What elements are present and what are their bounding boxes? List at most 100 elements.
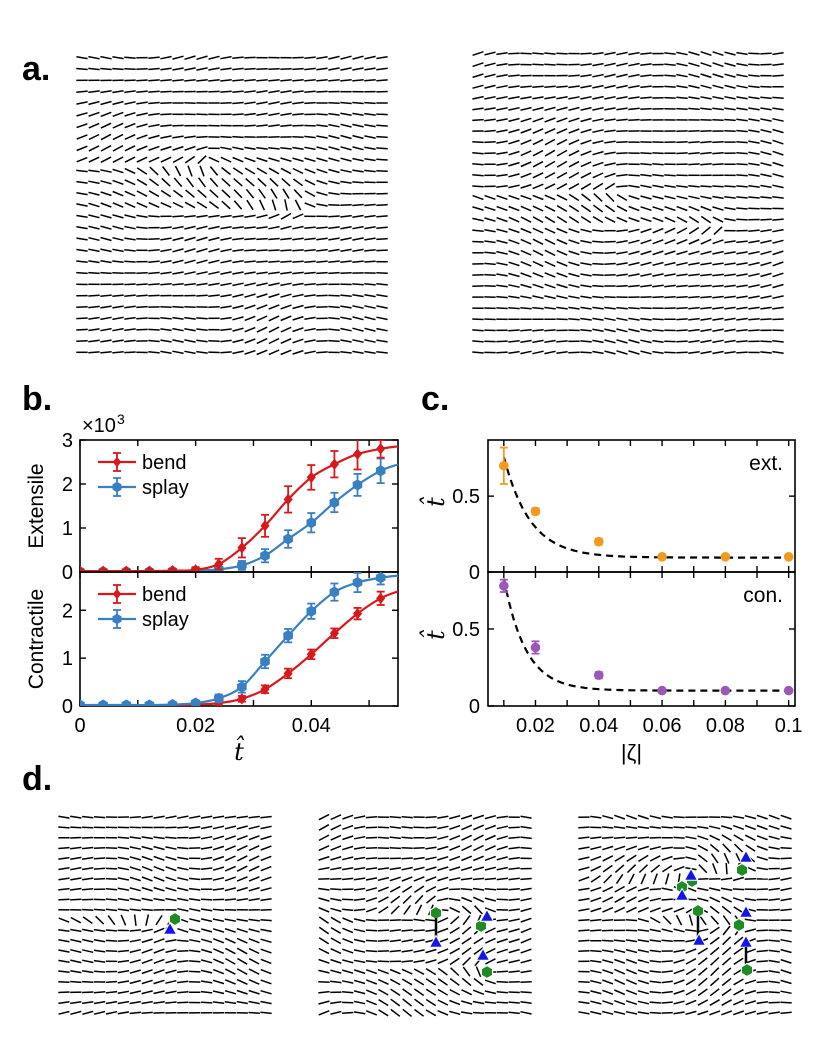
director-segment [578,939,590,942]
director-segment [340,157,352,162]
director-segment [340,101,352,105]
director-segment [328,55,340,60]
director-segment [244,282,256,287]
director-segment [544,183,556,190]
director-segment [148,283,160,286]
director-segment [100,133,112,141]
director-segment [520,306,532,310]
director-segment [590,875,601,883]
director-segment [580,273,592,277]
director-segment [496,216,508,223]
director-segment [508,272,520,278]
director-segment [220,214,232,218]
director-segment [330,824,342,831]
director-segment [141,845,153,851]
director-segment [260,815,272,819]
director-segment [390,895,401,904]
director-segment [756,845,768,851]
director-segment [520,907,532,913]
director-segment [664,195,676,200]
director-segment [70,815,82,819]
director-segment [496,835,508,841]
director-segment [722,843,732,853]
director-segment [748,250,760,255]
director-segment [637,990,649,995]
director-segment [172,189,184,198]
director-segment [129,969,141,974]
director-segment [673,907,685,913]
director-segment [236,825,248,830]
director-segment [232,67,244,71]
director-segment [82,815,94,819]
director-segment [390,905,400,915]
director-segment [685,826,697,829]
director-segment [602,969,614,975]
director-segment [124,156,136,163]
director-segment [568,160,580,168]
director-segment [340,237,352,241]
director-segment [160,350,172,355]
director-segment [508,184,520,189]
director-segment [603,874,613,884]
director-segment [220,339,232,343]
director-segment [93,1000,106,1005]
director-segment [268,78,280,82]
director-segment [508,96,520,100]
director-segment [568,295,580,299]
director-segment [664,96,676,99]
director-segment [756,835,768,841]
director-segment [129,979,141,985]
director-segment [710,956,720,966]
director-segment [112,144,124,152]
data-point-splay [237,681,247,693]
director-segment [508,1001,520,1004]
director-segment [449,977,460,986]
director-segment [580,204,592,213]
director-segment [256,124,268,128]
director-segment [736,306,748,310]
director-segment [200,877,213,881]
director-segment [673,989,685,995]
director-segment [141,897,153,902]
director-segment [640,350,652,355]
director-segment [602,906,614,913]
director-segment [401,960,413,963]
director-segment [556,261,568,267]
director-segment [268,90,280,94]
director-segment [484,84,496,89]
director-segment [712,239,724,245]
director-segment [148,112,160,116]
director-segment [712,152,724,155]
director-segment [353,959,366,964]
director-segment [236,835,248,841]
director-segment [260,989,272,995]
director-segment [316,67,328,71]
director-segment [437,855,449,861]
director-segment [330,845,342,851]
director-segment [484,240,496,244]
director-segment [260,928,272,933]
director-segment [496,107,508,111]
director-segment [532,329,544,332]
director-segment [318,866,330,871]
director-segment [220,271,232,275]
director-segment [292,304,304,310]
director-segment [628,107,640,111]
director-segment [637,1000,650,1005]
director-segment [673,826,685,829]
director-segment [712,163,724,166]
director-segment [330,958,342,964]
director-segment [268,304,280,310]
director-segment [449,988,461,996]
director-segment [112,327,124,332]
director-segment [640,239,652,245]
director-segment [625,948,638,954]
director-segment [352,55,364,60]
director-segment [580,63,592,66]
y-tick-label: 2 [62,474,73,496]
director-segment [733,843,744,853]
director-segment [244,56,256,59]
director-segment [401,949,413,953]
minus-half-defect-marker [479,908,495,922]
